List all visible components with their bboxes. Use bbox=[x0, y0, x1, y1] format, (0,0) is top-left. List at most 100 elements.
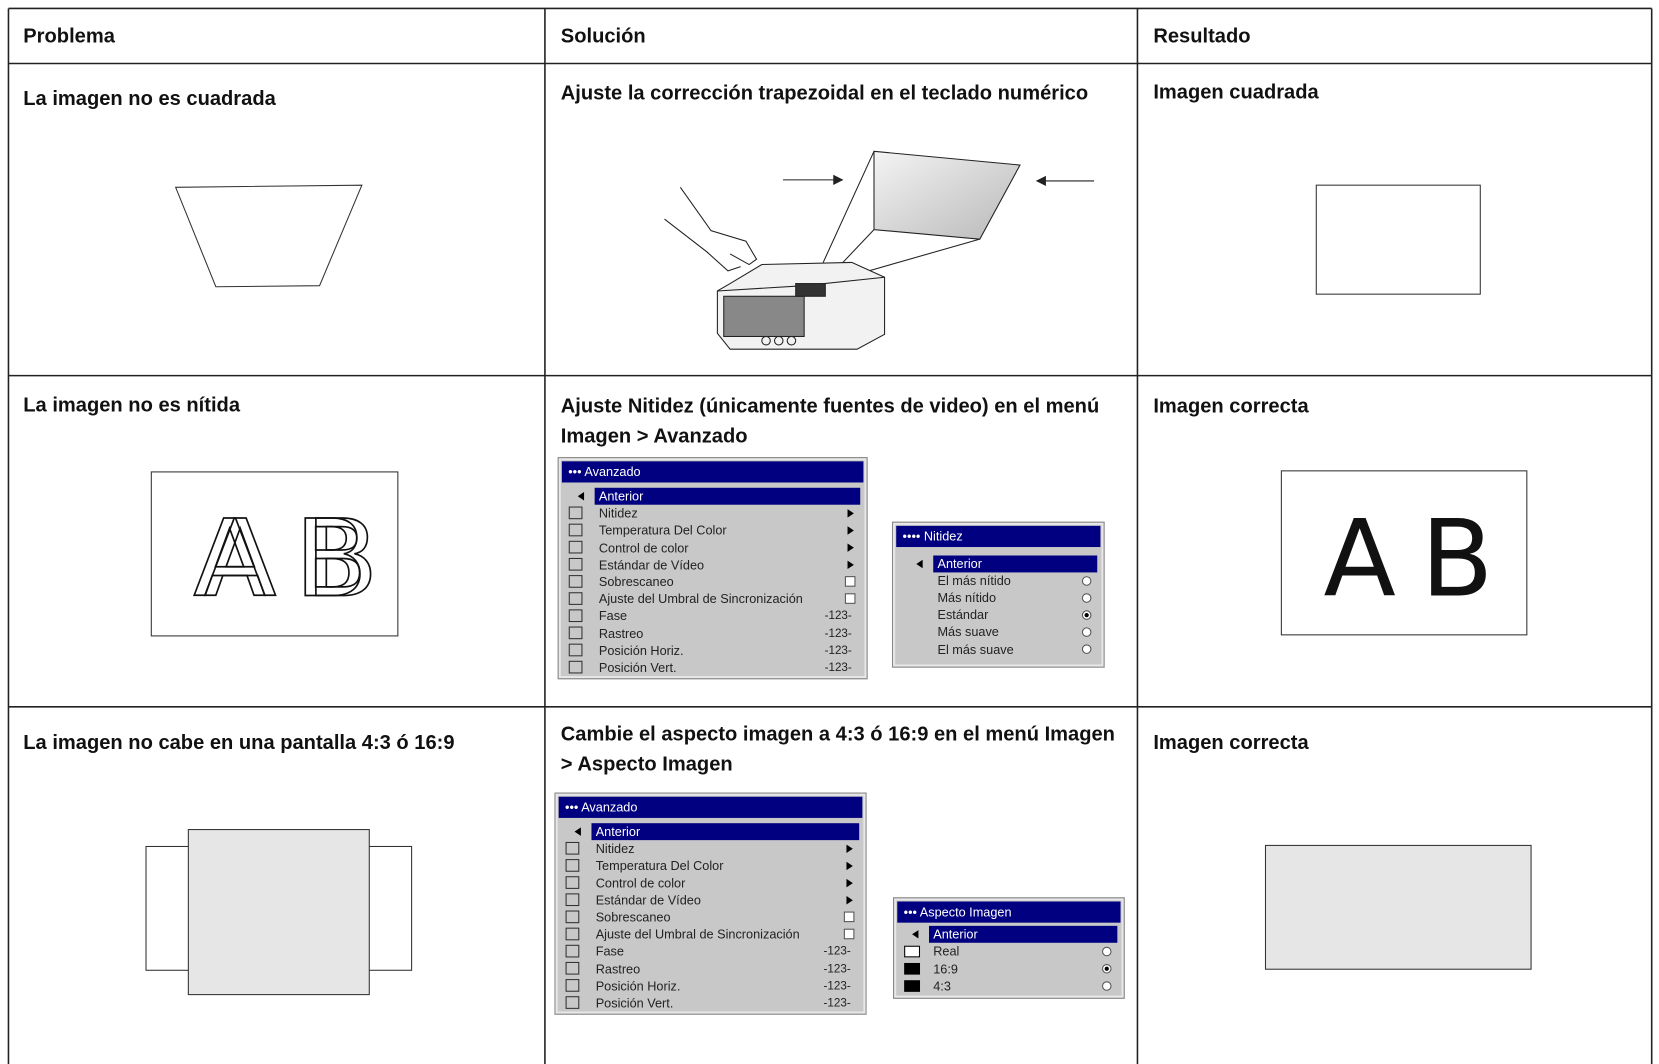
menu-panel: ••• Aspecto Imagen Anterior Real 16:9 4:3 bbox=[893, 897, 1125, 999]
menu-item: Estándar de Vídeo bbox=[598, 557, 705, 573]
menu-item: Más nítido bbox=[937, 590, 997, 606]
menu-item: El más suave bbox=[937, 641, 1014, 657]
menu-value: -123- bbox=[824, 661, 852, 675]
menu-icon bbox=[565, 944, 580, 958]
checkbox bbox=[844, 593, 856, 604]
menu-icon bbox=[568, 609, 583, 623]
result-text: Imagen correcta bbox=[1153, 395, 1309, 418]
menu-icon bbox=[568, 506, 583, 520]
menu-controls bbox=[565, 827, 855, 1009]
menu-icon bbox=[565, 859, 580, 872]
radio bbox=[1102, 946, 1112, 957]
column-header: Solución bbox=[560, 25, 646, 48]
checkbox bbox=[843, 911, 855, 923]
menu-item: Ajuste del Umbral de Sincronización bbox=[598, 591, 803, 607]
menu-icon bbox=[565, 979, 580, 992]
radio bbox=[1102, 981, 1112, 991]
problem-text: La imagen no es cuadrada bbox=[23, 87, 276, 111]
menu-title: ••• Aspecto Imagen bbox=[897, 901, 1121, 923]
menu-title: ••• Avanzado bbox=[558, 796, 863, 818]
menu-value: -123- bbox=[824, 609, 852, 623]
menu-item: Control de color bbox=[595, 875, 686, 891]
keystone-shape bbox=[174, 184, 363, 288]
checkbox bbox=[843, 928, 855, 940]
menu-item: Nitidez bbox=[598, 505, 638, 521]
image-letter: A bbox=[204, 498, 276, 621]
radio-dot bbox=[1104, 966, 1109, 971]
menu-controls bbox=[904, 930, 1112, 992]
menu-item: Estándar de Vídeo bbox=[595, 892, 701, 908]
submenu-arrow bbox=[847, 526, 854, 535]
menu-item: Posición Vert. bbox=[598, 660, 677, 676]
menu-item: 4:3 bbox=[933, 978, 951, 994]
menu-title: •••• Nitidez bbox=[896, 525, 1101, 548]
image-letter: B bbox=[1421, 498, 1494, 621]
menu-icon bbox=[568, 557, 583, 571]
menu-item: Ajuste del Umbral de Sincronización bbox=[595, 927, 800, 942]
menu-icon bbox=[568, 540, 583, 554]
menu-item[interactable]: Anterior bbox=[591, 823, 860, 841]
submenu-arrow bbox=[846, 895, 853, 905]
solution-text: Ajuste la corrección trapezoidal en el t… bbox=[560, 82, 1089, 105]
menu-item: Real bbox=[933, 944, 960, 959]
submenu-arrow bbox=[847, 543, 854, 552]
menu-item[interactable]: Anterior bbox=[929, 925, 1118, 943]
submenu-arrow bbox=[846, 844, 853, 854]
back-arrow bbox=[577, 492, 585, 501]
submenu-arrow bbox=[846, 861, 853, 871]
menu-icon bbox=[568, 523, 583, 537]
menu-item: Más suave bbox=[937, 624, 999, 640]
menu-item[interactable]: Anterior bbox=[594, 487, 861, 505]
back-arrow bbox=[912, 930, 919, 939]
menu-icon bbox=[568, 592, 583, 605]
swatch bbox=[904, 980, 921, 992]
menu-controls bbox=[568, 492, 856, 674]
menu-value: -123- bbox=[824, 644, 852, 657]
radio bbox=[1081, 593, 1092, 603]
menu-value: -123- bbox=[823, 962, 851, 976]
menu-item: Nitidez bbox=[595, 841, 635, 857]
menu-item: Rastreo bbox=[595, 961, 641, 977]
column-header: Problema bbox=[23, 25, 115, 48]
menu-icon bbox=[568, 626, 583, 640]
menu-item: Estándar bbox=[937, 607, 989, 623]
image-letter: A bbox=[1323, 498, 1395, 621]
submenu-arrow bbox=[847, 560, 854, 570]
menu-item: Posición Horiz. bbox=[598, 643, 684, 658]
checkbox bbox=[844, 576, 856, 587]
menu-icon bbox=[568, 643, 583, 657]
submenu-arrow bbox=[846, 878, 853, 888]
radio-dot bbox=[1084, 612, 1089, 618]
menu-value: -123- bbox=[823, 945, 851, 958]
back-arrow bbox=[574, 827, 581, 836]
menu-value: -123- bbox=[823, 996, 851, 1010]
menu-icon bbox=[565, 876, 580, 889]
menu-item: Sobrescaneo bbox=[595, 909, 671, 925]
menu-value: -123- bbox=[823, 979, 851, 993]
menu-title: ••• Avanzado bbox=[561, 461, 864, 483]
menu-icon bbox=[568, 660, 583, 674]
image-letter: B bbox=[305, 498, 378, 621]
menu-item: Control de color bbox=[598, 540, 689, 556]
menu-item: Sobrescaneo bbox=[598, 574, 674, 590]
menu-panel: •••• Nitidez Anterior El más nítido Más nít… bbox=[891, 521, 1105, 668]
problem-text: La imagen no es nítida bbox=[23, 394, 241, 417]
square-shape bbox=[1315, 184, 1481, 295]
menu-panel: ••• Avanzado Anterior Nitidez Temperatura D… bbox=[557, 457, 868, 680]
result-text: Imagen cuadrada bbox=[1153, 81, 1319, 104]
image-letter: B bbox=[295, 498, 368, 621]
menu-icon bbox=[565, 996, 580, 1009]
radio bbox=[1081, 627, 1092, 637]
result-text: Imagen correcta bbox=[1153, 732, 1309, 755]
menu-icon bbox=[565, 910, 580, 924]
menu-icon bbox=[565, 961, 580, 975]
menu-item: Fase bbox=[595, 944, 624, 960]
menu-panel: ••• Avanzado Anterior Nitidez Temperatura D… bbox=[554, 792, 867, 1015]
menu-icon bbox=[565, 927, 580, 941]
radio bbox=[1081, 644, 1092, 654]
swatch bbox=[904, 945, 921, 958]
menu-item[interactable]: Anterior bbox=[933, 555, 1098, 573]
radio bbox=[1081, 576, 1092, 586]
